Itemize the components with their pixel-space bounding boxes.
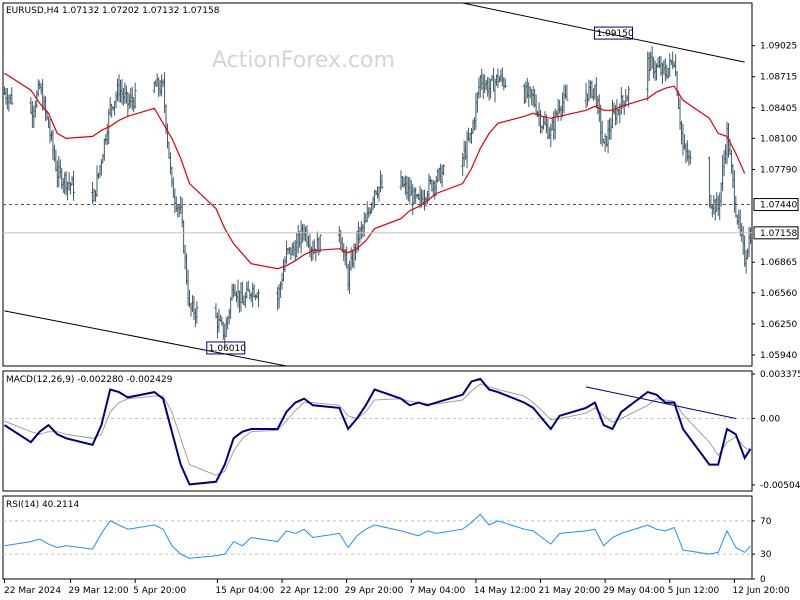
time-tick-label: 12 Jun 20:00 <box>732 586 789 596</box>
rsi-panel-title: RSI(14) 40.2114 <box>6 500 79 510</box>
time-tick-label: 29 May 04:00 <box>603 586 665 596</box>
macd-trendline <box>585 386 736 419</box>
macd-panel-frame <box>2 370 753 492</box>
macd-main-line <box>3 377 752 486</box>
price-bar <box>71 170 75 201</box>
price-bar <box>380 174 384 189</box>
rsi-y-tick-label: 30 <box>760 550 772 560</box>
rsi-panel-frame <box>2 495 753 580</box>
price-bars <box>2 46 753 347</box>
price-y-tick-label: 1.09025 <box>760 42 797 52</box>
price-annotation-label: 1.09150 <box>596 29 633 39</box>
macd-y-tick-label: 0.00 <box>760 414 780 424</box>
time-tick-label: 29 Apr 20:00 <box>345 586 404 596</box>
rsi-panel: RSI(14) 40.2114 70 30 0 <box>2 495 772 585</box>
price-y-tick-label: 1.06250 <box>760 320 797 330</box>
price-lines <box>4 72 746 270</box>
time-tick-label: 5 Jun 12:00 <box>668 586 720 596</box>
time-tick-label: 21 May 20:00 <box>539 586 601 596</box>
price-bar <box>749 227 753 245</box>
time-tick-label: 14 May 12:00 <box>474 586 536 596</box>
time-tick-label: 5 Apr 20:00 <box>133 586 186 596</box>
price-bar <box>503 78 507 89</box>
price-bar <box>318 234 322 253</box>
price-panel-title: EURUSD,H4 1.07132 1.07202 1.07132 1.0715… <box>6 6 220 16</box>
time-tick-label: 29 Mar 12:00 <box>69 586 129 596</box>
time-tick-label: 22 Mar 2024 <box>4 586 61 596</box>
rsi-y-axis: 70 30 0 <box>752 517 772 585</box>
rsi-y-tick-label: 0 <box>760 575 766 585</box>
price-annotation-label: 1.06010 <box>209 344 246 354</box>
price-y-tick-label: 1.06865 <box>760 258 797 268</box>
price-y-tick-label: 1.08100 <box>760 134 797 144</box>
price-annotation-box <box>206 341 246 355</box>
rsi-y-tick-label: 70 <box>760 517 772 527</box>
price-bar <box>257 289 261 308</box>
price-level-box <box>753 226 799 240</box>
price-y-tick-label: 1.08405 <box>760 104 797 114</box>
macd-y-axis: 0.003375 0.00 -0.00504 <box>752 370 800 491</box>
price-level-label: 1.07440 <box>760 201 797 211</box>
macd-signal-line <box>4 383 751 476</box>
price-panel-frame <box>2 2 753 367</box>
price-bar <box>565 84 569 101</box>
price-trendline <box>462 2 745 63</box>
macd-lines <box>3 377 752 486</box>
price-level-box <box>753 198 799 212</box>
moving-average-line <box>4 72 746 270</box>
price-bar <box>688 150 692 165</box>
price-bar <box>133 82 137 109</box>
macd-panel: MACD(12,26,9) -0.002280 -0.002429 0.0033… <box>2 370 800 492</box>
price-bar <box>442 164 446 175</box>
price-level-label: 1.07158 <box>760 229 797 239</box>
rsi-line <box>4 513 751 559</box>
macd-panel-title: MACD(12,26,9) -0.002280 -0.002429 <box>6 375 173 385</box>
price-panel: ActionForex.com EURUSD,H4 1.07132 1.0720… <box>2 2 799 367</box>
macd-y-tick-label: -0.00504 <box>760 481 800 491</box>
price-overlays: 1.09150 1.06010 <box>3 2 752 367</box>
rsi-lines <box>3 513 752 559</box>
time-tick-label: 7 May 04:00 <box>409 586 465 596</box>
time-axis: 22 Mar 2024 29 Mar 12:00 5 Apr 20:00 15 Apr… <box>3 579 790 596</box>
macd-y-tick-label: 0.003375 <box>760 370 800 380</box>
price-trendline <box>4 310 287 367</box>
time-tick-label: 22 Apr 12:00 <box>280 586 339 596</box>
time-tick-label: 15 Apr 04:00 <box>215 586 274 596</box>
price-y-tick-label: 1.06560 <box>760 289 797 299</box>
price-annotation-box <box>593 26 633 40</box>
price-y-tick-label: 1.05940 <box>760 351 797 361</box>
price-y-tick-label: 1.08715 <box>760 73 797 83</box>
price-y-axis: 1.09025 1.08715 1.08405 1.08100 1.07790 1.068… <box>752 42 799 361</box>
price-bar <box>10 87 14 105</box>
price-bar <box>195 301 199 324</box>
chart-watermark: ActionForex.com <box>212 48 395 73</box>
price-y-tick-label: 1.07790 <box>760 165 797 175</box>
